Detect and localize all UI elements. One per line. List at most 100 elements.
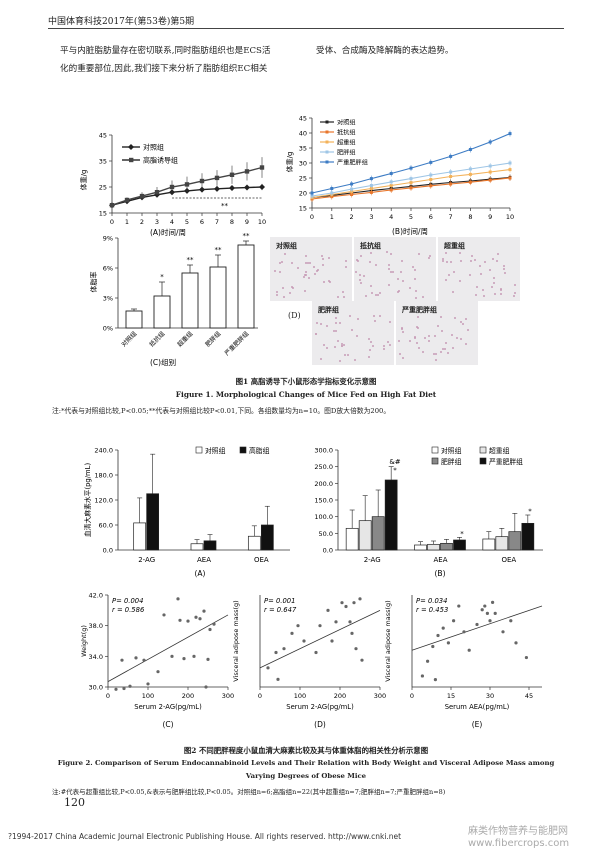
tissue-dot: [386, 251, 389, 254]
tissue-dot: [279, 271, 282, 274]
tissue-dot: [370, 340, 373, 343]
fig2c-point: [120, 658, 124, 662]
fig1a-x-tick-label: 1: [125, 218, 129, 226]
tissue-dot: [415, 296, 418, 299]
tissue-dot: [503, 268, 506, 271]
fig1b-legend-label: 对照组: [337, 119, 356, 127]
tissue-dot: [432, 353, 435, 356]
micrograph-label-obese: 肥胖组: [318, 305, 339, 314]
fig2c-point: [192, 654, 196, 658]
tissue-dot: [439, 351, 442, 354]
tissue-dot: [363, 274, 366, 277]
fig2d-point: [314, 650, 318, 655]
fig1b-legend-marker: [325, 130, 329, 134]
tissue-dot: [389, 321, 392, 324]
fig2d-point: [276, 677, 280, 681]
tissue-dot: [344, 259, 347, 262]
tissue-dot: [279, 262, 281, 265]
fig1b-x-tick-label: 4: [389, 213, 393, 221]
fig1a-x-tick-label: 6: [200, 218, 204, 226]
tissue-dot: [408, 340, 411, 343]
fig1c-bar: [209, 266, 227, 329]
fig1a-point: [244, 169, 250, 174]
tissue-dot: [339, 359, 342, 362]
micrograph-resistant: 抵抗组: [354, 237, 436, 301]
fig1b-point: [449, 154, 453, 158]
tissue-dot: [372, 315, 375, 318]
fig2e-x-tick-label: 30: [486, 692, 494, 700]
tissue-dot: [503, 271, 506, 274]
fig2b-bar: [414, 544, 427, 551]
fig2b-bar: [521, 522, 535, 551]
fig1c-bar: [237, 244, 255, 329]
fig1b-x-tick-label: 7: [449, 213, 453, 221]
fig1b-y-tick-label: 30: [299, 160, 307, 168]
fig1c-sig-marker: **: [215, 246, 223, 254]
fig2b-sig-oea: *: [528, 507, 532, 515]
tissue-dot: [323, 343, 325, 346]
fig2b-bar: [495, 536, 509, 551]
fig2d-point: [360, 658, 364, 662]
fig1c-sig-marker: **: [243, 232, 251, 240]
tissue-dot: [414, 269, 417, 272]
fig2b-category-label: 2-AG: [364, 556, 381, 564]
tissue-dot: [444, 252, 447, 255]
fig2c-point: [178, 618, 182, 622]
fig2c-y-tick-label: 34.0: [89, 653, 103, 661]
tissue-dot: [442, 347, 445, 350]
intro-line-1: 平与内脏脂肪量存在密切联系,同时脂肪组织也是ECS活: [60, 46, 271, 56]
fig1b-legend-marker: [325, 160, 329, 164]
fig2c-xlabel: Serum 2-AG(pg/mL): [134, 703, 202, 711]
tissue-dot: [451, 333, 454, 336]
fig2d-point: [302, 639, 306, 643]
fig2c-point: [194, 615, 198, 619]
fig2c-point: [182, 657, 186, 661]
fig1b-legend-label: 严重肥胖组: [337, 159, 368, 167]
fig1b-legend-label: 肥胖组: [337, 149, 356, 157]
fig2a-y-tick-label: 60.0: [99, 522, 113, 530]
fig2d-p-value: P= 0.001: [264, 597, 295, 605]
tissue-dot: [329, 281, 332, 284]
fig2e-point: [491, 600, 495, 604]
fig1b-legend-marker: [325, 150, 329, 154]
tissue-dot: [283, 253, 286, 256]
fig1a-x-tick-label: 5: [185, 218, 189, 226]
tissue-dot: [291, 286, 294, 289]
tissue-dot: [283, 296, 286, 299]
fig1a-point: [154, 190, 160, 195]
tissue-dot: [340, 342, 343, 345]
fig1a-point: [259, 165, 265, 170]
tissue-dot: [414, 336, 417, 339]
fig1b-point: [468, 167, 472, 171]
fig1a-point: [229, 172, 235, 177]
tissue-dot: [304, 261, 307, 264]
tissue-dot: [489, 269, 492, 272]
fig1b-point: [369, 190, 373, 194]
micrograph-overweight: 超重组: [438, 237, 520, 301]
tissue-dot: [459, 251, 462, 254]
fig2c-point: [162, 613, 166, 617]
tissue-dot: [343, 295, 346, 298]
fig1a-point: [259, 184, 265, 190]
fig2d-point: [296, 624, 300, 628]
fig2a-y-tick-label: 0.0: [103, 547, 113, 555]
fig1c-bar: [181, 272, 199, 329]
fig2c-r-value: r = 0.586: [112, 606, 145, 614]
tissue-dot: [356, 259, 359, 262]
tissue-dot: [382, 344, 385, 347]
fig2b-bar: [440, 542, 453, 551]
fig2b-y-tick-label: 0.0: [323, 547, 333, 555]
watermark: 麻类作物营养与能肥网 www.fibercrops.com: [468, 826, 569, 850]
tissue-dot: [445, 341, 448, 344]
fig2c-point: [204, 685, 208, 689]
tissue-dot: [413, 278, 416, 281]
fig1c-y-tick-label: 0%: [103, 325, 113, 333]
fig2c-point: [128, 684, 132, 688]
tissue-dot: [369, 261, 372, 264]
fig1b-point: [468, 180, 472, 184]
tissue-dot: [336, 295, 339, 298]
fig2b-legend-label: 严重肥胖组: [489, 457, 523, 466]
fig2b-bar: [482, 538, 496, 551]
fig2e-point: [462, 630, 466, 634]
fig2b-sig-2ag: &#: [389, 458, 400, 466]
